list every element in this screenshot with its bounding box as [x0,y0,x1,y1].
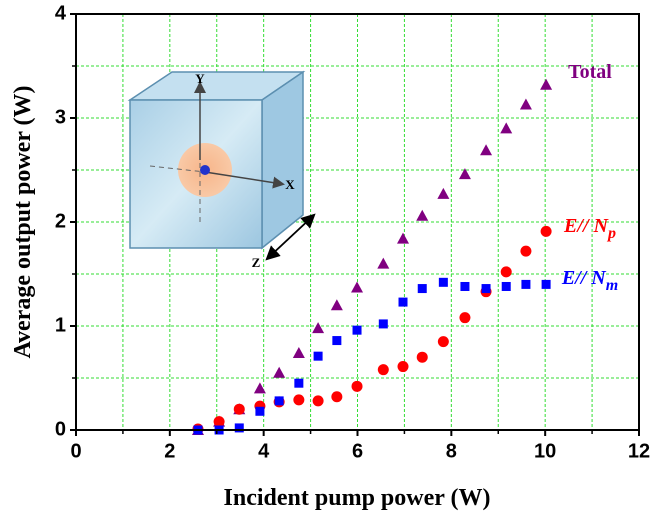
triangle-marker [330,299,343,311]
square-marker [521,279,531,289]
circle-marker [540,225,552,237]
triangle-marker [416,209,429,221]
x-axis-label: Incident pump power (W) [224,485,491,511]
circle-marker [331,391,343,403]
x-tick-label: 10 [534,440,556,462]
series-name: E// N [563,215,609,237]
circle-marker [351,380,363,392]
square-marker [255,406,265,416]
square-marker [417,284,427,294]
circle-marker [377,364,389,376]
circle-marker [459,312,471,324]
circle-marker [397,361,409,373]
y-tick-label: 2 [55,210,66,232]
x-tick-label: 8 [446,440,457,462]
triangle-marker [519,98,532,110]
square-marker [294,378,304,388]
square-marker [481,284,491,294]
triangle-marker [437,187,450,199]
y-tick-label: 3 [55,106,66,128]
triangle-marker [397,232,410,244]
triangle-marker [540,78,553,90]
series-subscript: m [606,277,618,294]
beam-center [200,165,210,175]
x-tick-label: 6 [352,440,363,462]
circle-marker [293,394,305,406]
series-subscript: p [606,225,616,242]
circle-marker [312,395,324,407]
square-marker [332,336,342,346]
x-tick-label: 0 [70,440,81,462]
series-name: E// N [561,267,607,289]
y-tick-label: 4 [55,2,67,24]
square-marker [541,279,551,289]
circle-marker [213,416,225,428]
inset-crystal: Y X Z [127,70,316,270]
square-marker [352,325,362,335]
triangle-marker [273,366,286,378]
square-marker [378,319,388,329]
series-label: E// Np [563,215,616,242]
square-marker [274,396,284,406]
square-marker [438,277,448,287]
y-axis-label: Average output power (W) [10,85,36,358]
triangle-marker [458,168,471,180]
y-tick-label: 1 [55,314,66,336]
triangle-marker [253,382,266,394]
square-marker [460,281,470,291]
circle-marker [500,266,512,278]
series-label: E// Nm [561,267,618,294]
z-axis-arrow [265,213,316,261]
circle-marker [416,351,428,363]
triangle-marker [377,257,390,269]
circle-marker [437,336,449,348]
square-marker [313,351,323,361]
triangle-marker [312,322,325,334]
square-marker [501,281,511,291]
x-axis-dash [149,165,206,173]
x-tick-label: 12 [628,440,650,462]
triangle-marker [351,281,364,293]
inset-label: Y [195,71,205,86]
triangle-marker [480,144,493,156]
series-name: Total [568,61,612,83]
triangle-marker [292,347,305,359]
y-tick-label: 0 [55,418,66,440]
x-axis-arrow [204,171,285,189]
circle-marker [233,403,245,415]
square-marker [398,297,408,307]
triangle-marker [500,122,513,134]
x-tick-label: 2 [164,440,175,462]
inset-label: Z [252,255,261,270]
circle-marker [520,245,532,257]
square-marker [234,423,244,433]
inset-label: X [285,177,295,192]
x-tick-label: 4 [258,440,270,462]
series-label: Total [568,61,612,83]
